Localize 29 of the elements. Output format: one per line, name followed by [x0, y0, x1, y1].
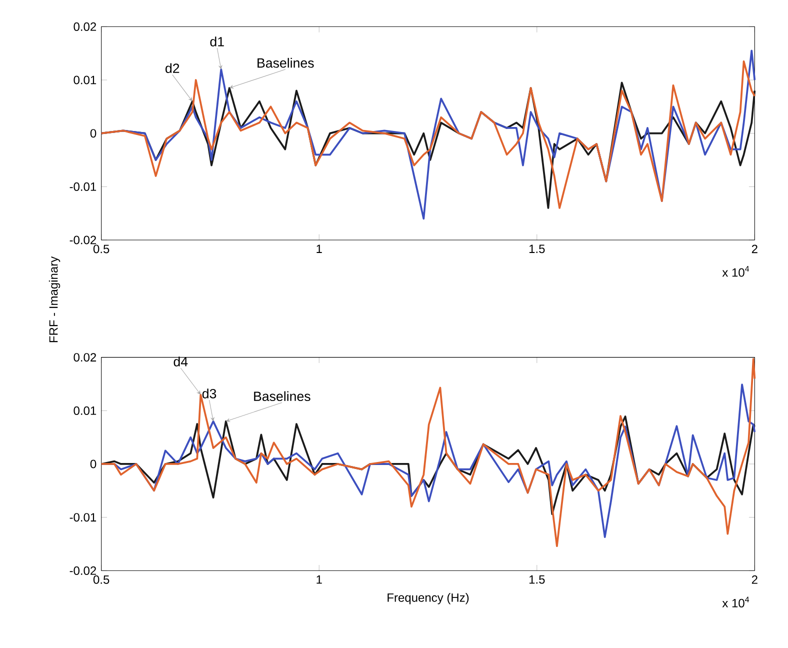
x-tick-label: 1	[316, 575, 322, 584]
y-tick-label: -0.02	[70, 236, 96, 244]
annotation: Baselines	[258, 58, 314, 68]
annotation: d3	[202, 388, 216, 398]
x-tick-label: 1	[316, 244, 322, 253]
y-axis-title: FRF - Imaginary	[48, 256, 60, 342]
text: x 10$^{4}$	[722, 596, 750, 608]
y-tick-label: -0.01	[70, 182, 96, 191]
y-tick-label: -0.01	[70, 513, 96, 522]
x-tick-label: 0.5	[93, 244, 110, 254]
x-axis-title: Frequency (Hz)	[388, 593, 469, 604]
y-tick-label: 0.02	[74, 22, 96, 31]
y-tick-label: 0	[90, 460, 96, 468]
annotation: d2	[166, 63, 180, 74]
y-tick-label: 0.01	[74, 406, 96, 415]
annotation: d4	[174, 356, 188, 366]
x-tick-label: 1.5	[529, 575, 545, 584]
x-tick-label: 1.5	[529, 244, 545, 254]
y-tick-label: 0.01	[74, 76, 96, 84]
x-tick-label: 0.5	[93, 575, 110, 584]
annotation: d1	[210, 36, 224, 46]
text: x 10$^{4}$	[722, 266, 750, 277]
x-tick-label: 2	[752, 575, 758, 584]
y-tick-label: 0.02	[74, 353, 96, 362]
x-tick-label: 2	[752, 244, 758, 254]
y-tick-label: 0	[90, 129, 96, 138]
y-tick-label: -0.02	[70, 566, 96, 575]
annotation: Baselines	[254, 391, 310, 402]
line-series	[100, 358, 756, 548]
